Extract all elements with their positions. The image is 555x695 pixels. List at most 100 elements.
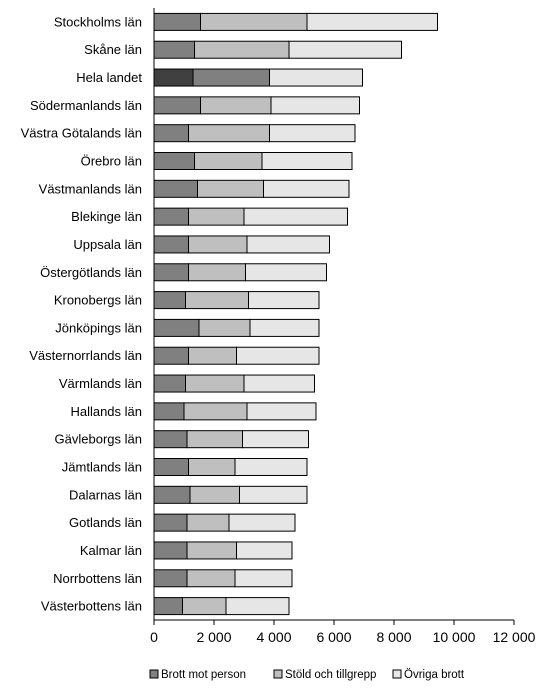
category-label-14: Värmlands län — [59, 376, 142, 391]
bar-segment-3-17 — [234, 458, 308, 476]
bar-segment-1-6 — [153, 152, 195, 170]
bar-segment-2-6 — [194, 152, 263, 170]
category-labels: Stockholms län Skåne län Hela landet Söderm… — [21, 14, 143, 613]
bar-segment-3-13 — [236, 346, 320, 365]
bar-segment-2-8 — [188, 207, 245, 226]
bar-segment-3-9 — [246, 235, 330, 254]
category-label-18: Dalarnas län — [69, 487, 142, 502]
bar-segment-2-5 — [188, 124, 270, 143]
x-tick-label-4: 6 000 — [316, 629, 351, 645]
bar-segment-1-8 — [153, 207, 189, 226]
bar-segment-2-3 — [192, 68, 270, 87]
bar-segment-2-13 — [188, 346, 237, 365]
bar-segment-1-7 — [153, 179, 198, 198]
x-tick-label-2: 2 000 — [196, 629, 231, 645]
bar-segment-2-14 — [185, 374, 245, 393]
bar-segment-3-4 — [270, 96, 360, 115]
bar-segment-1-16 — [153, 430, 188, 449]
bar-segment-3-11 — [248, 291, 320, 310]
bar-segment-2-10 — [188, 263, 246, 282]
bar-segment-3-8 — [243, 207, 348, 226]
x-tick-label-3: 4 000 — [256, 629, 291, 645]
category-label-6: Örebro län — [81, 154, 142, 169]
legend-label-2: Stöld och tillgrepp — [285, 669, 376, 681]
bar-segment-3-5 — [269, 124, 356, 143]
legend-label-1: Brott mot person — [161, 669, 246, 681]
category-label-11: Kronobergs län — [54, 293, 142, 308]
category-label-16: Gävleborgs län — [55, 432, 142, 447]
x-tick-label-6: 10 000 — [433, 629, 476, 645]
bar-segment-1-18 — [153, 485, 191, 504]
category-label-17: Jämtlands län — [62, 460, 142, 475]
bar-segment-1-19 — [153, 513, 188, 532]
bar-segment-2-21 — [186, 569, 236, 588]
bar-segment-2-15 — [183, 402, 248, 421]
legend-swatch-2 — [273, 669, 283, 679]
category-label-12: Jönköpings län — [55, 320, 142, 335]
bar-segment-3-14 — [243, 374, 315, 393]
bar-segment-3-10 — [245, 263, 327, 282]
bar-segment-1-12 — [153, 318, 200, 337]
bar-segment-2-2 — [194, 40, 290, 59]
bar-segment-2-7 — [197, 179, 264, 198]
bars-group — [153, 12, 438, 616]
bar-segment-1-1 — [153, 12, 201, 31]
category-label-13: Västernorrlands län — [29, 348, 142, 363]
category-label-7: Västmanlands län — [39, 181, 142, 196]
bar-segment-2-9 — [188, 235, 248, 254]
legend-swatch-3 — [392, 669, 402, 679]
bar-segment-1-10 — [153, 263, 189, 282]
bar-segment-3-7 — [263, 179, 350, 198]
bar-segment-2-4 — [200, 96, 272, 115]
bar-segment-1-20 — [153, 541, 188, 560]
bar-segment-3-16 — [242, 430, 309, 449]
x-tick-label-7: 12 000 — [493, 629, 536, 645]
bar-segment-3-20 — [236, 541, 293, 560]
legend-swatch-1 — [149, 669, 159, 679]
bar-segment-3-19 — [228, 513, 296, 532]
bar-segment-2-11 — [185, 291, 249, 310]
bar-segment-3-1 — [306, 12, 438, 31]
bar-segment-2-1 — [200, 12, 308, 31]
x-axis: 0 2 000 4 000 6 000 8 000 10 000 12 000 — [150, 8, 536, 645]
category-label-2: Skåne län — [84, 42, 142, 57]
x-tick-label-5: 8 000 — [376, 629, 411, 645]
bar-segment-2-16 — [186, 430, 243, 449]
category-label-4: Södermanlands län — [30, 98, 142, 113]
bar-segment-1-21 — [153, 569, 188, 588]
category-label-21: Norrbottens län — [53, 571, 142, 586]
bar-segment-1-4 — [153, 96, 201, 115]
bar-segment-1-14 — [153, 374, 186, 393]
bar-segment-2-19 — [186, 513, 230, 532]
bar-segment-1-9 — [153, 235, 189, 254]
category-label-22: Västerbottens län — [41, 599, 142, 614]
bar-segment-3-3 — [269, 68, 363, 87]
bar-segment-1-15 — [153, 402, 185, 421]
bar-segment-2-12 — [198, 318, 251, 337]
bar-segment-3-22 — [225, 597, 290, 616]
category-label-5: Västra Götalands län — [21, 126, 142, 141]
bar-segment-3-12 — [249, 318, 320, 337]
bar-segment-3-18 — [239, 485, 308, 504]
category-label-20: Kalmar län — [80, 543, 142, 558]
bar-segment-1-11 — [153, 291, 186, 310]
category-label-1: Stockholms län — [54, 14, 142, 29]
bar-segment-3-15 — [246, 402, 317, 421]
category-label-3: Hela landet — [76, 70, 142, 85]
bar-segment-3-2 — [288, 40, 402, 59]
category-label-15: Hallands län — [70, 404, 142, 419]
bar-segment-2-22 — [182, 597, 227, 616]
bar-segment-1-22 — [153, 597, 183, 616]
bar-segment-2-20 — [186, 541, 237, 560]
legend: Brott mot person Stöld och tillgrepp Övrig… — [149, 669, 465, 681]
bar-segment-1-2 — [153, 40, 195, 59]
category-label-9: Uppsala län — [73, 237, 142, 252]
category-label-19: Gotlands län — [69, 515, 142, 530]
legend-label-3: Övriga brott — [404, 669, 465, 681]
category-label-8: Blekinge län — [71, 209, 142, 224]
bar-segment-1-17 — [153, 458, 189, 476]
bar-segment-3-6 — [261, 152, 353, 170]
category-label-10: Östergötlands län — [40, 265, 142, 280]
bar-segment-2-18 — [189, 485, 240, 504]
